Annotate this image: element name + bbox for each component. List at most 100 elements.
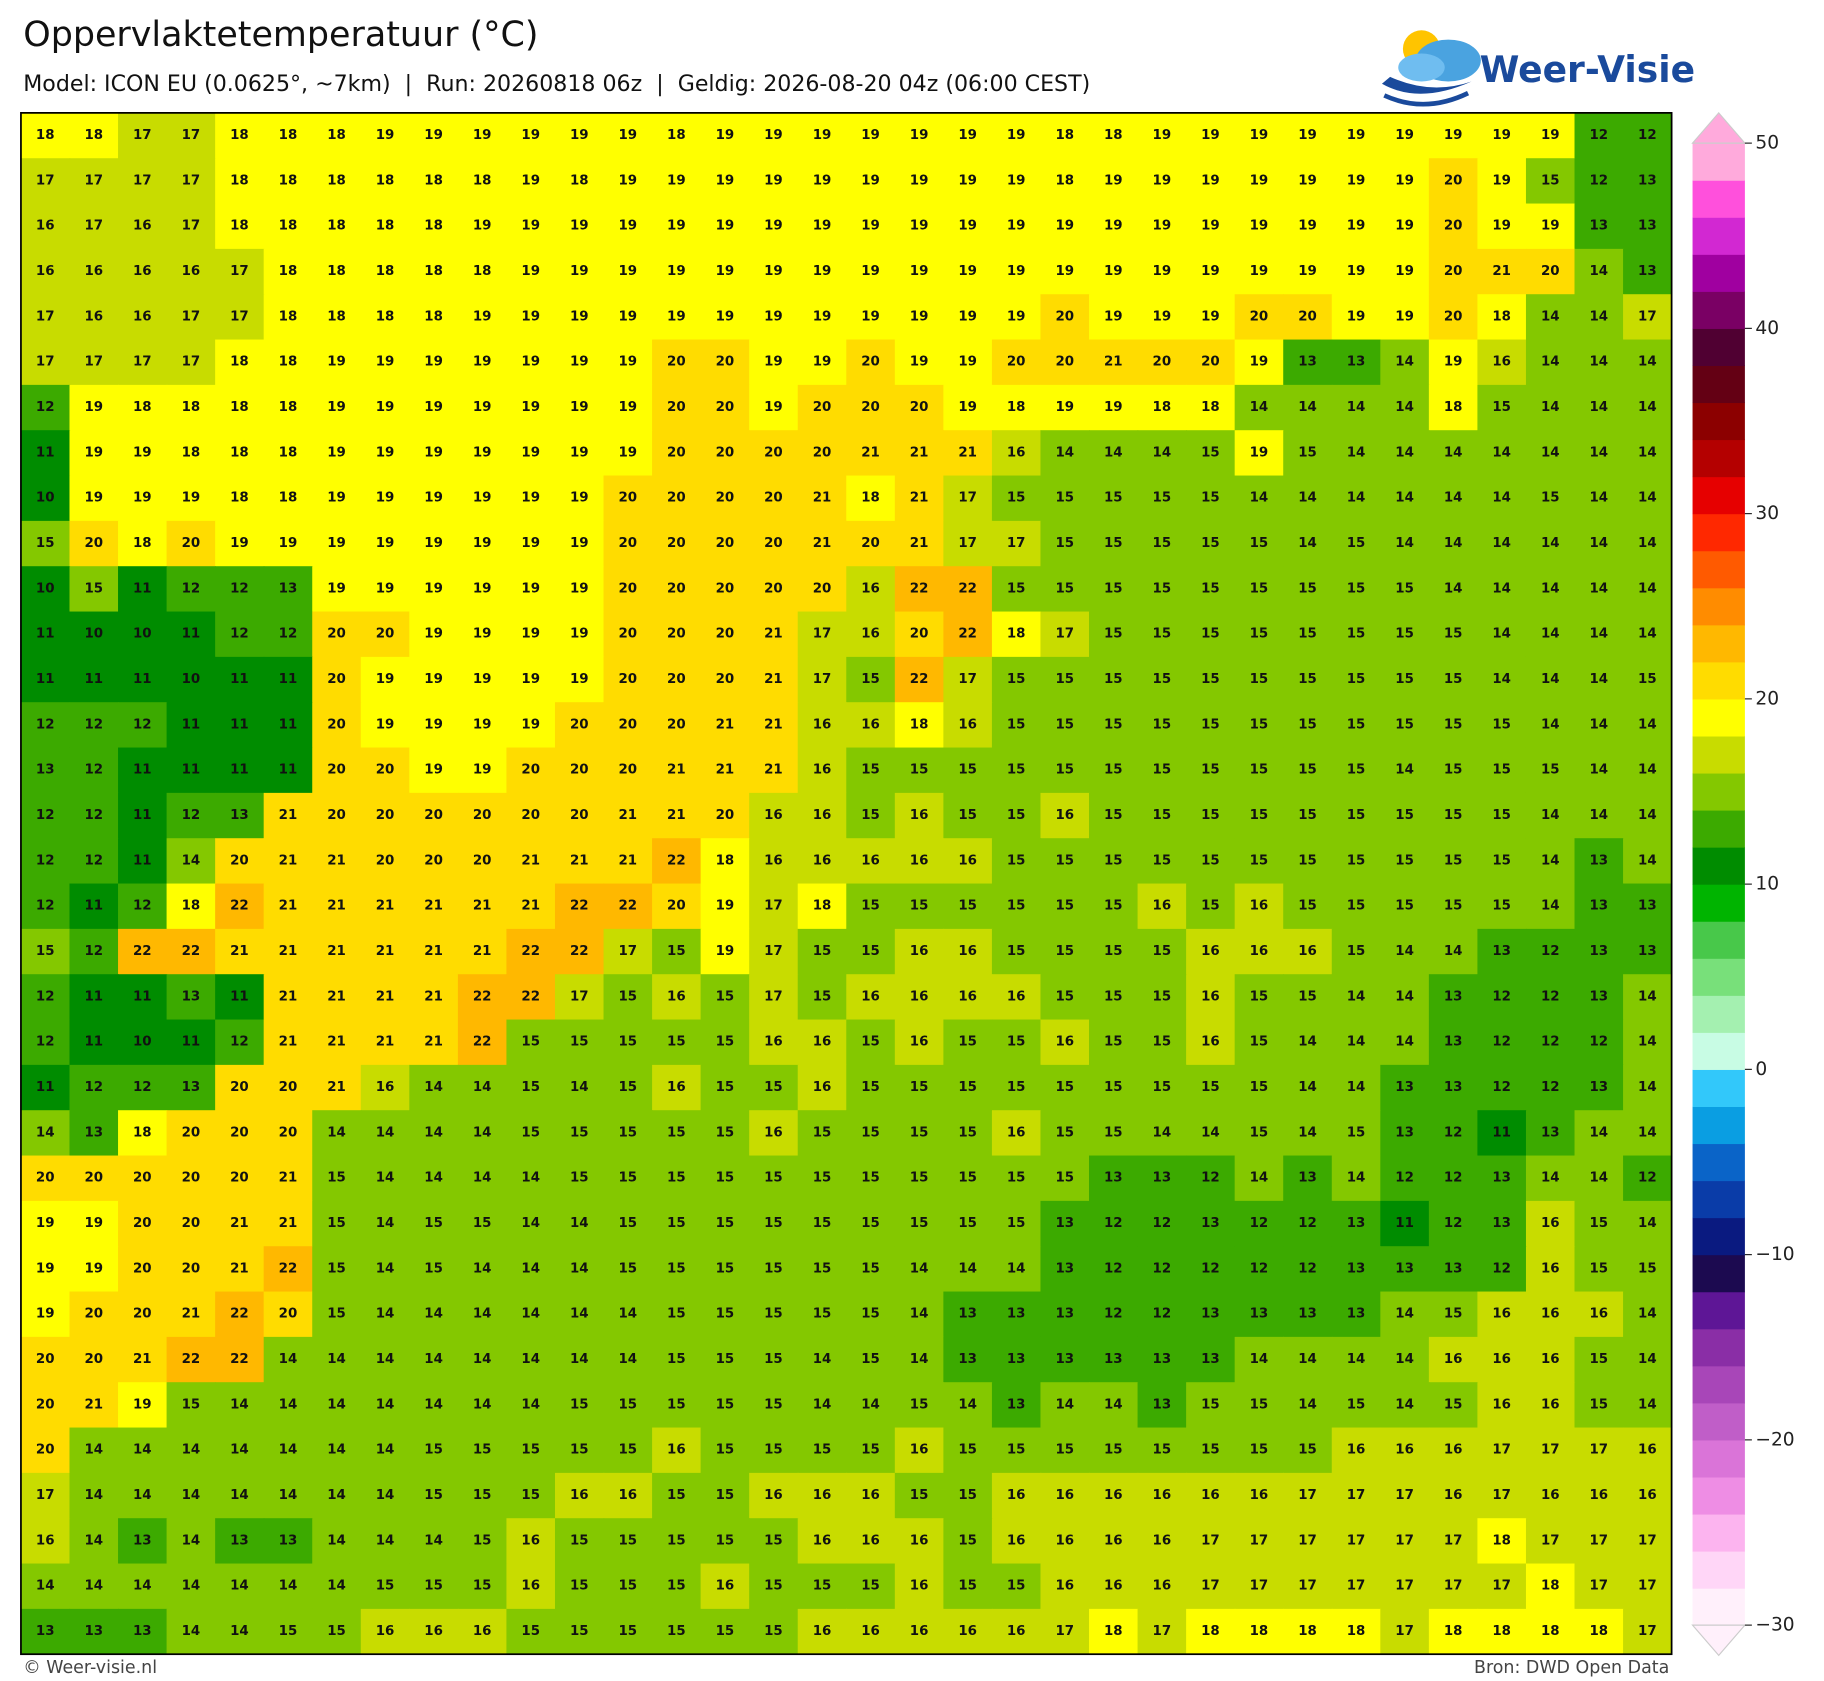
temperature-cell (700, 1019, 750, 1066)
temperature-label: 14 (1589, 309, 1608, 324)
temperature-label: 15 (1298, 672, 1317, 687)
temperature-cell (1234, 747, 1284, 794)
temperature-cell (652, 838, 702, 885)
temperature-label: 14 (521, 1307, 540, 1322)
temperature-cell (409, 611, 459, 658)
temperature-cell (20, 1382, 71, 1429)
temperature-cell (166, 1427, 216, 1474)
temperature-label: 16 (813, 763, 832, 778)
temperature-label: 21 (84, 1397, 103, 1412)
temperature-label: 12 (133, 1080, 152, 1095)
temperature-label: 16 (570, 1488, 589, 1503)
temperature-label: 15 (1250, 989, 1269, 1004)
temperature-label: 18 (279, 173, 298, 188)
temperature-label: 20 (36, 1397, 55, 1412)
temperature-cell (1380, 475, 1430, 522)
temperature-label: 12 (1492, 989, 1511, 1004)
temperature-cell (166, 566, 216, 613)
temperature-cell (554, 1110, 605, 1157)
temperature-label: 19 (1298, 128, 1317, 143)
temperature-label: 17 (1638, 1624, 1657, 1639)
temperature-cell (846, 112, 896, 159)
temperature-cell (603, 1200, 653, 1247)
temperature-cell (457, 294, 508, 341)
temperature-label: 16 (36, 219, 55, 234)
temperature-label: 15 (521, 1488, 540, 1503)
temperature-label: 14 (1298, 536, 1317, 551)
temperature-cell (1186, 1246, 1236, 1293)
temperature-cell (457, 1518, 508, 1565)
temperature-cell (846, 430, 896, 477)
temperature-label: 15 (1541, 763, 1560, 778)
temperature-cell (1428, 1155, 1479, 1202)
temperature-label: 19 (910, 173, 929, 188)
temperature-cell (894, 838, 945, 885)
temperature-cell (1574, 1382, 1624, 1429)
temperature-cell (1186, 520, 1236, 567)
temperature-cell (749, 883, 799, 930)
temperature-label: 20 (813, 445, 832, 460)
temperature-cell (1477, 475, 1527, 522)
temperature-cell (554, 1472, 605, 1519)
temperature-label: 11 (230, 717, 249, 732)
temperature-cell (894, 158, 945, 205)
temperature-label: 14 (1395, 1397, 1414, 1412)
temperature-label: 17 (84, 355, 103, 370)
temperature-cell (1040, 1155, 1090, 1202)
temperature-cell (846, 747, 896, 794)
temperature-cell (991, 747, 1042, 794)
temperature-label: 15 (667, 1171, 686, 1186)
temperature-label: 16 (667, 1443, 686, 1458)
temperature-label: 12 (133, 717, 152, 732)
temperature-label: 15 (1347, 627, 1366, 642)
temperature-label: 19 (1007, 128, 1026, 143)
temperature-cell (1428, 883, 1479, 930)
temperature-label: 15 (1298, 581, 1317, 596)
temperature-cell (1234, 520, 1284, 567)
temperature-label: 17 (1395, 1488, 1414, 1503)
temperature-cell (1331, 838, 1382, 885)
temperature-cell (1234, 792, 1284, 839)
colorbar-segment (1692, 180, 1745, 218)
temperature-cell (312, 656, 362, 703)
temperature-label: 19 (570, 219, 589, 234)
temperature-label: 12 (1153, 1216, 1172, 1231)
temperature-label: 15 (619, 1624, 638, 1639)
temperature-label: 16 (424, 1624, 443, 1639)
temperature-cell (263, 520, 313, 567)
temperature-label: 14 (1638, 1352, 1657, 1367)
temperature-cell (1331, 1064, 1382, 1111)
temperature-cell (166, 974, 216, 1021)
temperature-label: 20 (521, 763, 540, 778)
temperature-cell (797, 1472, 847, 1519)
temperature-cell (506, 883, 556, 930)
temperature-cell (118, 475, 168, 522)
temperature-cell (506, 566, 556, 613)
temperature-cell (312, 1472, 362, 1519)
temperature-label: 14 (1444, 445, 1463, 460)
temperature-cell (1331, 611, 1382, 658)
temperature-cell (603, 430, 653, 477)
temperature-label: 14 (1638, 989, 1657, 1004)
temperature-cell (1477, 974, 1527, 1021)
temperature-label: 15 (813, 1261, 832, 1276)
temperature-cell (1574, 1246, 1624, 1293)
temperature-cell (700, 1291, 750, 1338)
temperature-label: 16 (1153, 899, 1172, 914)
temperature-label: 19 (1201, 128, 1220, 143)
temperature-cell (312, 248, 362, 295)
temperature-cell (1428, 339, 1479, 386)
temperature-cell (263, 248, 313, 295)
temperature-cell (360, 520, 411, 567)
temperature-cell (894, 1200, 945, 1247)
temperature-cell (1623, 1382, 1673, 1429)
temperature-label: 18 (1589, 1624, 1608, 1639)
temperature-label: 12 (1589, 128, 1608, 143)
temperature-cell (1234, 1608, 1284, 1655)
temperature-cell (166, 792, 216, 839)
temperature-cell (1283, 1019, 1333, 1066)
temperature-cell (603, 384, 653, 431)
temperature-label: 15 (619, 1261, 638, 1276)
colorbar-segment (1692, 1106, 1745, 1145)
